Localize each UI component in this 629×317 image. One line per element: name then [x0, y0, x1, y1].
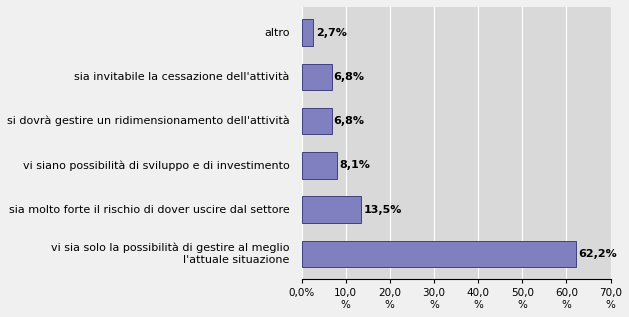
Text: 6,8%: 6,8%: [334, 116, 365, 126]
Bar: [301, 64, 331, 90]
Bar: [301, 19, 313, 46]
Bar: [301, 196, 361, 223]
Bar: [301, 241, 576, 267]
Text: 62,2%: 62,2%: [578, 249, 617, 259]
Bar: [301, 108, 331, 134]
Text: 8,1%: 8,1%: [340, 160, 370, 170]
Text: 2,7%: 2,7%: [316, 28, 347, 38]
Text: 13,5%: 13,5%: [364, 204, 402, 215]
Text: 6,8%: 6,8%: [334, 72, 365, 82]
Bar: [301, 152, 337, 178]
